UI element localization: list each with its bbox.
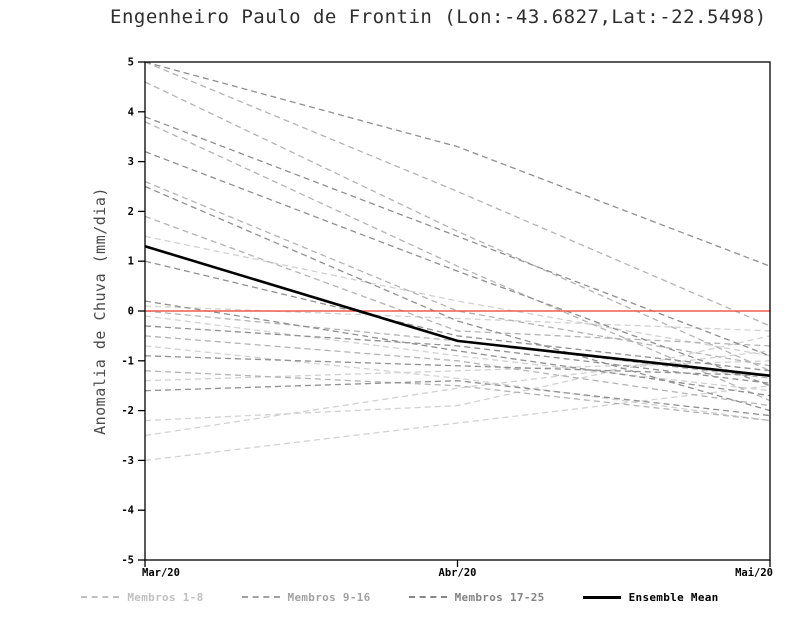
chart-title: Engenheiro Paulo de Frontin (Lon:-43.682… (110, 6, 767, 28)
legend-line-sample (408, 596, 447, 598)
ensemble-member-line (145, 325, 770, 384)
ensemble-member-line (145, 235, 770, 357)
ensemble-mean-line (145, 245, 770, 378)
y-tick-label: -2 (121, 405, 134, 417)
ensemble-member-line (145, 370, 770, 422)
y-tick-label: 3 (128, 156, 134, 168)
x-tick-label: Mai/20 (735, 567, 773, 579)
ensemble-member-line (145, 151, 770, 387)
legend-label: Membros 17-25 (454, 590, 545, 604)
legend-line-sample (241, 596, 280, 598)
legend: Membros 1-8 Membros 9-16 Membros 17-25 Ense… (0, 584, 800, 610)
legend-item: Membros 1-8 (81, 591, 203, 604)
ensemble-member-line (145, 62, 770, 327)
ensemble-member-line (145, 260, 770, 372)
ensemble-member-line (145, 335, 770, 407)
ensemble-member-line (145, 215, 770, 347)
ensemble-member-line (145, 300, 770, 397)
legend-line-sample (582, 595, 621, 599)
ensemble-member-line (145, 121, 770, 402)
y-tick-label: 5 (128, 57, 134, 69)
legend-line-sample (81, 596, 120, 598)
x-tick-label: Mar/20 (142, 567, 180, 579)
ensemble-member-line (145, 185, 770, 412)
ensemble-member-line (145, 335, 770, 422)
y-tick-label: 1 (128, 256, 134, 268)
ensemble-member-line (145, 81, 770, 372)
legend-item: Membros 17-25 (408, 590, 545, 604)
y-tick-label: -3 (121, 455, 134, 467)
y-tick-label: -4 (121, 505, 134, 517)
y-tick-label: 2 (128, 206, 134, 218)
ensemble-member-line (145, 62, 770, 267)
y-tick-label: 4 (128, 106, 134, 118)
y-tick-label: 0 (128, 306, 134, 318)
x-tick-label: Abr/20 (439, 567, 477, 579)
legend-item: Ensemble Mean (582, 590, 719, 604)
ensemble-member-line (145, 345, 770, 422)
legend-label: Ensemble Mean (628, 590, 719, 604)
ensemble-member-line (145, 380, 770, 417)
legend-item: Membros 9-16 (241, 590, 371, 604)
legend-label: Membros 1-8 (127, 590, 204, 604)
ensemble-member-line (145, 315, 770, 392)
y-tick-label: -1 (121, 355, 134, 367)
ensemble-member-line (145, 305, 770, 332)
ensemble-member-line (145, 180, 770, 367)
ensemble-member-line (145, 385, 770, 462)
ensemble-member-line (145, 116, 770, 357)
legend-label: Membros 9-16 (287, 590, 371, 604)
ensemble-member-line (145, 355, 770, 377)
y-tick-label: -5 (121, 555, 134, 567)
